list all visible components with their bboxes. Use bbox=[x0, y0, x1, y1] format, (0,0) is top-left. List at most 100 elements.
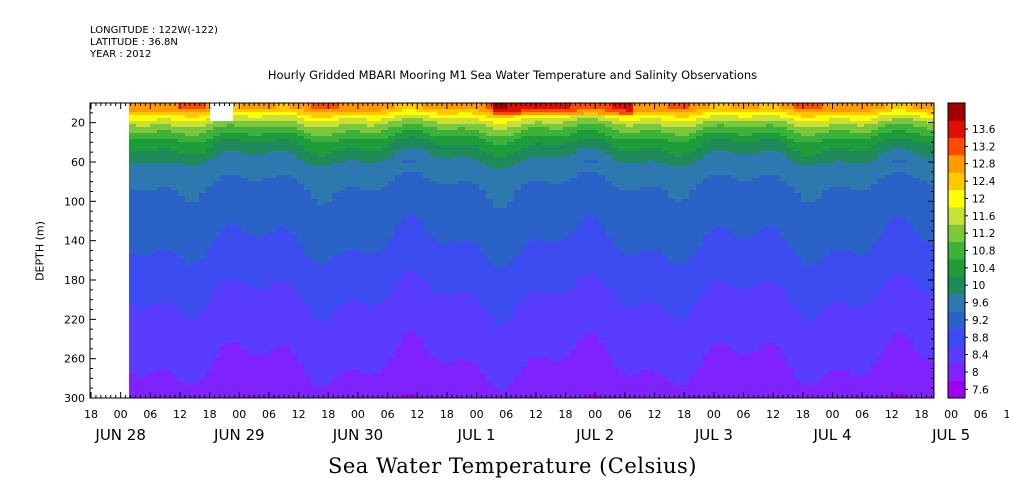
contour-cell bbox=[367, 130, 375, 134]
contour-cell bbox=[234, 160, 242, 164]
contour-cell bbox=[304, 232, 312, 236]
contour-cell bbox=[248, 211, 256, 215]
contour-cell bbox=[325, 259, 333, 263]
contour-cell bbox=[451, 274, 459, 278]
contour-cell bbox=[472, 241, 480, 245]
contour-cell bbox=[416, 175, 424, 179]
contour-cell bbox=[234, 313, 242, 317]
contour-cell bbox=[262, 274, 270, 278]
contour-cell bbox=[353, 172, 361, 176]
contour-cell bbox=[297, 271, 305, 275]
contour-cell bbox=[451, 337, 459, 341]
contour-cell bbox=[318, 301, 326, 305]
contour-cell bbox=[255, 379, 263, 383]
contour-cell bbox=[283, 211, 291, 215]
contour-cell bbox=[255, 307, 263, 311]
contour-cell bbox=[430, 325, 438, 329]
contour-cell bbox=[157, 244, 165, 248]
contour-cell bbox=[318, 328, 326, 332]
contour-cell bbox=[304, 190, 312, 194]
contour-cell bbox=[458, 205, 466, 209]
contour-cell bbox=[311, 145, 319, 149]
contour-cell bbox=[325, 310, 333, 314]
contour-cell bbox=[241, 133, 249, 137]
contour-cell bbox=[444, 265, 452, 269]
contour-cell bbox=[143, 337, 151, 341]
contour-cell bbox=[164, 133, 172, 137]
contour-cell bbox=[192, 253, 200, 257]
contour-cell bbox=[248, 187, 256, 191]
contour-cell bbox=[213, 283, 221, 287]
contour-cell bbox=[199, 241, 207, 245]
contour-cell bbox=[416, 364, 424, 368]
contour-cell bbox=[262, 343, 270, 347]
contour-cell bbox=[227, 355, 235, 359]
contour-cell bbox=[479, 193, 487, 197]
contour-cell bbox=[199, 124, 207, 128]
contour-cell bbox=[143, 295, 151, 299]
contour-cell bbox=[255, 235, 263, 239]
contour-cell bbox=[409, 247, 417, 251]
contour-cell bbox=[164, 172, 172, 176]
contour-cell bbox=[409, 130, 417, 134]
contour-cell bbox=[416, 124, 424, 128]
contour-cell bbox=[325, 223, 333, 227]
contour-cell bbox=[360, 130, 368, 134]
contour-cell bbox=[472, 169, 480, 173]
contour-cell bbox=[297, 361, 305, 365]
contour-cell bbox=[199, 175, 207, 179]
contour-cell bbox=[444, 163, 452, 167]
contour-cell bbox=[297, 373, 305, 377]
contour-cell bbox=[465, 103, 473, 107]
contour-cell bbox=[339, 238, 347, 242]
contour-cell bbox=[241, 154, 249, 158]
contour-cell bbox=[381, 340, 389, 344]
contour-cell bbox=[234, 184, 242, 188]
contour-cell bbox=[423, 382, 431, 386]
contour-cell bbox=[227, 277, 235, 281]
contour-cell bbox=[248, 298, 256, 302]
contour-cell bbox=[143, 118, 151, 122]
contour-cell bbox=[388, 325, 396, 329]
contour-cell bbox=[199, 253, 207, 257]
contour-cell bbox=[318, 349, 326, 353]
contour-cell bbox=[444, 211, 452, 215]
contour-cell bbox=[178, 217, 186, 221]
contour-cell bbox=[402, 286, 410, 290]
contour-cell bbox=[451, 256, 459, 260]
contour-cell bbox=[416, 199, 424, 203]
contour-cell bbox=[129, 106, 137, 110]
contour-cell bbox=[136, 265, 144, 269]
contour-cell bbox=[304, 268, 312, 272]
contour-cell bbox=[311, 196, 319, 200]
contour-cell bbox=[220, 157, 228, 161]
contour-cell bbox=[192, 139, 200, 143]
contour-cell bbox=[381, 190, 389, 194]
contour-cell bbox=[227, 226, 235, 230]
contour-cell bbox=[248, 118, 256, 122]
contour-cell bbox=[262, 109, 270, 113]
contour-cell bbox=[479, 181, 487, 185]
contour-cell bbox=[164, 247, 172, 251]
contour-cell bbox=[458, 340, 466, 344]
contour-cell bbox=[423, 259, 431, 263]
contour-cell bbox=[143, 166, 151, 170]
contour-cell bbox=[241, 115, 249, 119]
contour-cell bbox=[444, 385, 452, 389]
contour-cell bbox=[185, 103, 193, 107]
contour-cell bbox=[234, 283, 242, 287]
contour-cell bbox=[248, 133, 256, 137]
contour-cell bbox=[276, 220, 284, 224]
contour-cell bbox=[255, 334, 263, 338]
contour-cell bbox=[444, 181, 452, 185]
contour-cell bbox=[374, 370, 382, 374]
contour-cell bbox=[395, 280, 403, 284]
contour-cell bbox=[409, 271, 417, 275]
contour-cell bbox=[276, 238, 284, 242]
contour-cell bbox=[178, 115, 186, 119]
contour-cell bbox=[388, 103, 396, 107]
contour-cell bbox=[458, 391, 466, 395]
contour-cell bbox=[409, 127, 417, 131]
contour-cell bbox=[199, 109, 207, 113]
contour-cell bbox=[248, 199, 256, 203]
